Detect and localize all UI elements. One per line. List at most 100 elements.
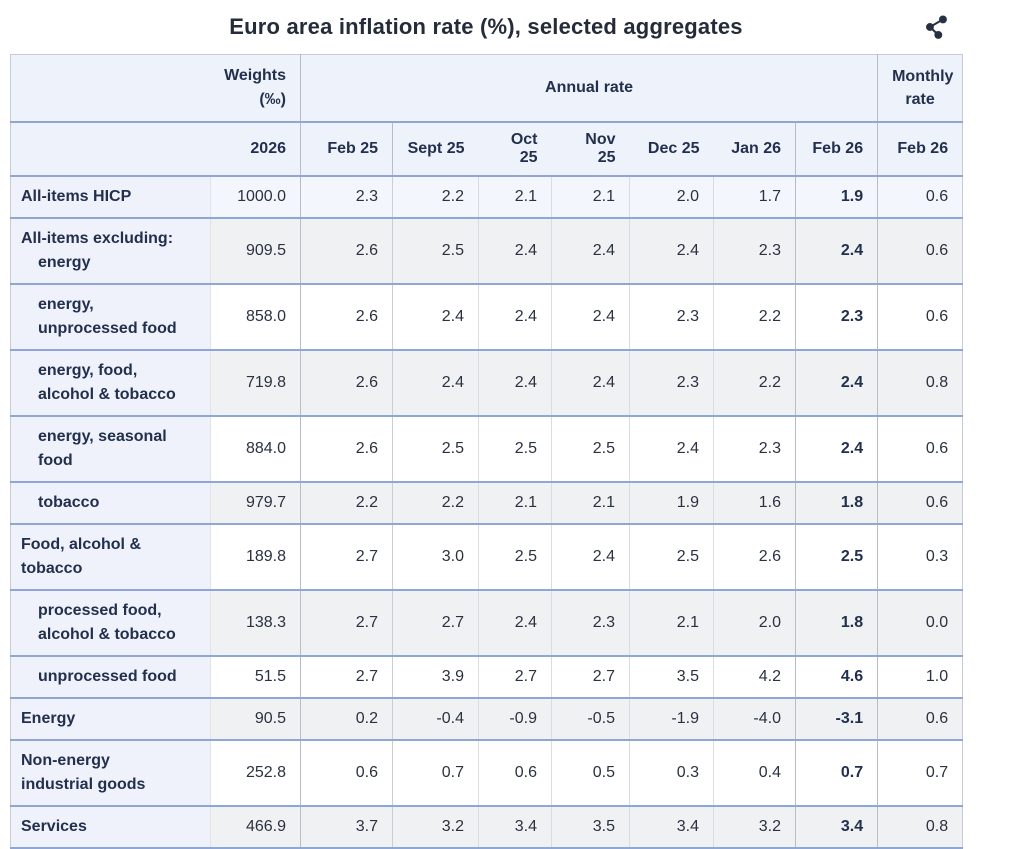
monthly-value-cell: 0.6 <box>877 218 963 284</box>
table-row: processed food, alcohol & tobacco 138.3 2.7… <box>10 590 963 656</box>
annual-value-cell: 2.4 <box>392 284 479 350</box>
annual-value-cell: 0.3 <box>629 740 714 806</box>
row-label-line: food <box>38 452 73 469</box>
row-label-line: energy, food, <box>38 362 138 379</box>
annual-value-cell: 1.7 <box>713 176 796 218</box>
weight-cell: 466.9 <box>210 806 301 848</box>
annual-value-cell: 3.5 <box>551 806 630 848</box>
annual-value-cell: 2.0 <box>629 176 714 218</box>
row-label-cell: energy, seasonal food <box>10 416 211 482</box>
row-label-cell: Services <box>10 806 211 848</box>
annual-value-cell: 2.5 <box>478 524 552 590</box>
annual-value-cell: 2.1 <box>478 482 552 524</box>
table-row: All-items excluding: energy 909.5 2.6 2.5 2.4… <box>10 218 963 284</box>
annual-value-cell: 2.4 <box>551 218 630 284</box>
annual-value-cell: 0.7 <box>392 740 479 806</box>
annual-value-cell: 2.4 <box>478 350 552 416</box>
monthly-month-header-cell: Feb 26 <box>877 121 963 176</box>
weight-cell: 979.7 <box>210 482 301 524</box>
annual-value-cell: 2.3 <box>300 176 393 218</box>
weight-cell: 138.3 <box>210 590 301 656</box>
annual-value-cell: -0.5 <box>551 698 630 740</box>
monthly-value-cell: 0.6 <box>877 176 963 218</box>
annual-value-cell: 3.4 <box>478 806 552 848</box>
weight-cell: 884.0 <box>210 416 301 482</box>
annual-value-cell: 2.3 <box>713 416 796 482</box>
row-label-line: alcohol & tobacco <box>38 386 176 403</box>
annual-value-cell: 0.4 <box>713 740 796 806</box>
monthly-value-cell: 0.8 <box>877 350 963 416</box>
annual-value-cell: 2.3 <box>551 590 630 656</box>
month-header-cell: Feb 25 <box>300 121 393 176</box>
year-header-cell: 2026 <box>10 121 301 176</box>
annual-value-cell: 0.2 <box>300 698 393 740</box>
weights-label: Weights <box>224 67 286 84</box>
annual-value-cell: 2.5 <box>392 218 479 284</box>
annual-rate-header-cell: Annual rate <box>299 54 879 122</box>
annual-value-cell: 2.7 <box>392 590 479 656</box>
row-label-cell: unprocessed food <box>10 656 211 698</box>
row-label-line: energy, seasonal <box>38 428 167 445</box>
month-header-row: 2026 Feb 25 Sept 25 Oct 25 Nov 25 Dec 25 Jan … <box>10 121 963 176</box>
table-row: Food, alcohol & tobacco 189.8 2.7 3.0 2.5 2.4 2… <box>10 524 963 590</box>
weight-cell: 1000.0 <box>210 176 301 218</box>
annual-value-cell: 2.4 <box>794 350 878 416</box>
annual-value-cell: -3.1 <box>794 698 878 740</box>
monthly-value-cell: 1.0 <box>877 656 963 698</box>
table-row: All-items HICP 1000.0 2.3 2.2 2.1 2.1 2.0 1.7 1.… <box>10 176 963 218</box>
annual-value-cell: 2.2 <box>392 176 479 218</box>
row-label-cell: All-items excluding: energy <box>10 218 211 284</box>
page-title: Euro area inflation rate (%), selected a… <box>229 14 743 39</box>
annual-value-cell: 0.7 <box>794 740 878 806</box>
annual-value-cell: 2.1 <box>551 176 630 218</box>
annual-value-cell: -0.9 <box>478 698 552 740</box>
monthly-value-cell: 0.0 <box>877 590 963 656</box>
row-label-line: All-items excluding: <box>21 230 174 247</box>
annual-value-cell: 4.2 <box>713 656 796 698</box>
annual-value-cell: 2.7 <box>300 590 393 656</box>
annual-value-cell: 2.7 <box>551 656 630 698</box>
table-row: Non-energy industrial goods 252.8 0.6 0.7 0.6… <box>10 740 963 806</box>
share-button[interactable] <box>924 12 954 42</box>
annual-value-cell: 2.5 <box>392 416 479 482</box>
annual-value-cell: -1.9 <box>629 698 714 740</box>
table-row: unprocessed food 51.5 2.7 3.9 2.7 2.7 3.5 4.2 4.… <box>10 656 963 698</box>
month-header-cell: Feb 26 <box>794 121 878 176</box>
annual-value-cell: 2.3 <box>713 218 796 284</box>
table-row: Energy 90.5 0.2 -0.4 -0.9 -0.5 -1.9 -4.0 -3.1 0.6 <box>10 698 963 740</box>
monthly-value-cell: 0.6 <box>877 698 963 740</box>
monthly-value-cell: 0.7 <box>877 740 963 806</box>
annual-value-cell: 3.9 <box>392 656 479 698</box>
annual-value-cell: 3.2 <box>392 806 479 848</box>
annual-value-cell: 4.6 <box>794 656 878 698</box>
annual-value-cell: 3.4 <box>629 806 714 848</box>
annual-value-cell: 2.2 <box>300 482 393 524</box>
annual-value-cell: 2.7 <box>478 656 552 698</box>
annual-value-cell: 2.7 <box>300 656 393 698</box>
annual-value-cell: 2.4 <box>478 284 552 350</box>
annual-value-cell: 1.9 <box>629 482 714 524</box>
annual-value-cell: 0.6 <box>478 740 552 806</box>
annual-value-cell: 2.3 <box>629 284 714 350</box>
annual-value-cell: -0.4 <box>392 698 479 740</box>
row-label-line: tobacco <box>21 560 83 577</box>
annual-value-cell: 2.4 <box>629 416 714 482</box>
monthly-rate-header-cell: Monthly rate <box>877 54 963 122</box>
annual-value-cell: 2.5 <box>551 416 630 482</box>
weight-cell: 719.8 <box>210 350 301 416</box>
row-label-line: Energy <box>21 710 76 727</box>
annual-value-cell: 2.4 <box>551 524 630 590</box>
annual-value-cell: 2.3 <box>794 284 878 350</box>
annual-value-cell: 2.5 <box>629 524 714 590</box>
row-label-line: industrial goods <box>21 776 146 793</box>
annual-value-cell: 2.2 <box>713 350 796 416</box>
inflation-widget: Euro area inflation rate (%), selected a… <box>10 0 964 849</box>
annual-value-cell: 2.0 <box>713 590 796 656</box>
row-label-cell: tobacco <box>10 482 211 524</box>
row-label-cell: Non-energy industrial goods <box>10 740 211 806</box>
inflation-table: Weights (‰) Annual rate Monthly rate 202… <box>10 54 964 849</box>
month-header-cell: Oct 25 <box>478 121 552 176</box>
row-label-line: processed food, <box>38 602 162 619</box>
table-row: Services 466.9 3.7 3.2 3.4 3.5 3.4 3.2 3.4 0.8 <box>10 806 963 848</box>
title-bar: Euro area inflation rate (%), selected a… <box>10 0 962 54</box>
